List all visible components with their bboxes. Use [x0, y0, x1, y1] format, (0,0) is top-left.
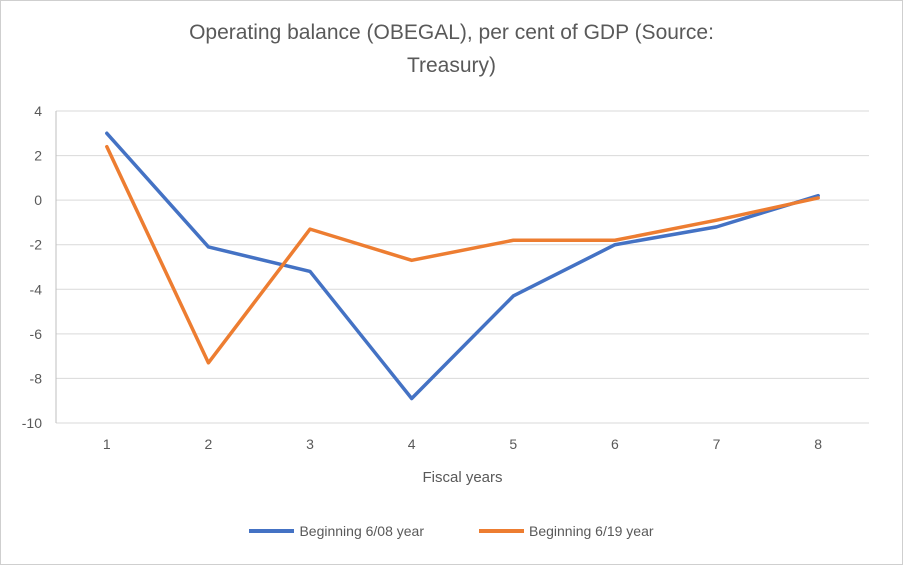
- series-line-beginning-6-19-year: [105, 144, 820, 365]
- y-tick-label: -8: [30, 370, 43, 386]
- legend-swatch: [479, 529, 524, 533]
- series-line-beginning-6-08-year: [105, 131, 820, 401]
- x-tick-label: 2: [205, 436, 213, 452]
- y-tick-label: 2: [34, 148, 42, 164]
- y-tick-label: -2: [30, 237, 43, 253]
- legend: Beginning 6/08 year Beginning 6/19 year: [1, 523, 902, 539]
- x-tick-label: 6: [611, 436, 619, 452]
- x-tick-label: 8: [814, 436, 822, 452]
- x-tick-label: 4: [408, 436, 416, 452]
- plot-area: 4 2 0 -2 -4 -6 -8 -10 1 2 3 4 5 6 7 8: [22, 103, 869, 452]
- y-tick-label: -6: [30, 326, 43, 342]
- y-tick-label: 4: [34, 103, 42, 119]
- y-tick-label: 0: [34, 192, 42, 208]
- x-axis-title: Fiscal years: [422, 469, 503, 486]
- x-tick-label: 3: [306, 436, 314, 452]
- y-tick-label: -4: [30, 281, 43, 297]
- x-tick-label: 5: [509, 436, 517, 452]
- legend-label: Beginning 6/19 year: [529, 523, 654, 539]
- chart-title: Operating balance (OBEGAL), per cent of …: [189, 21, 714, 77]
- legend-label: Beginning 6/08 year: [299, 523, 424, 539]
- x-tick-label: 7: [713, 436, 721, 452]
- legend-swatch: [249, 529, 295, 533]
- x-tick-label: 1: [103, 436, 111, 452]
- y-tick-label: -10: [22, 415, 42, 431]
- legend-item: Beginning 6/19 year: [479, 523, 654, 539]
- legend-item: Beginning 6/08 year: [249, 523, 424, 539]
